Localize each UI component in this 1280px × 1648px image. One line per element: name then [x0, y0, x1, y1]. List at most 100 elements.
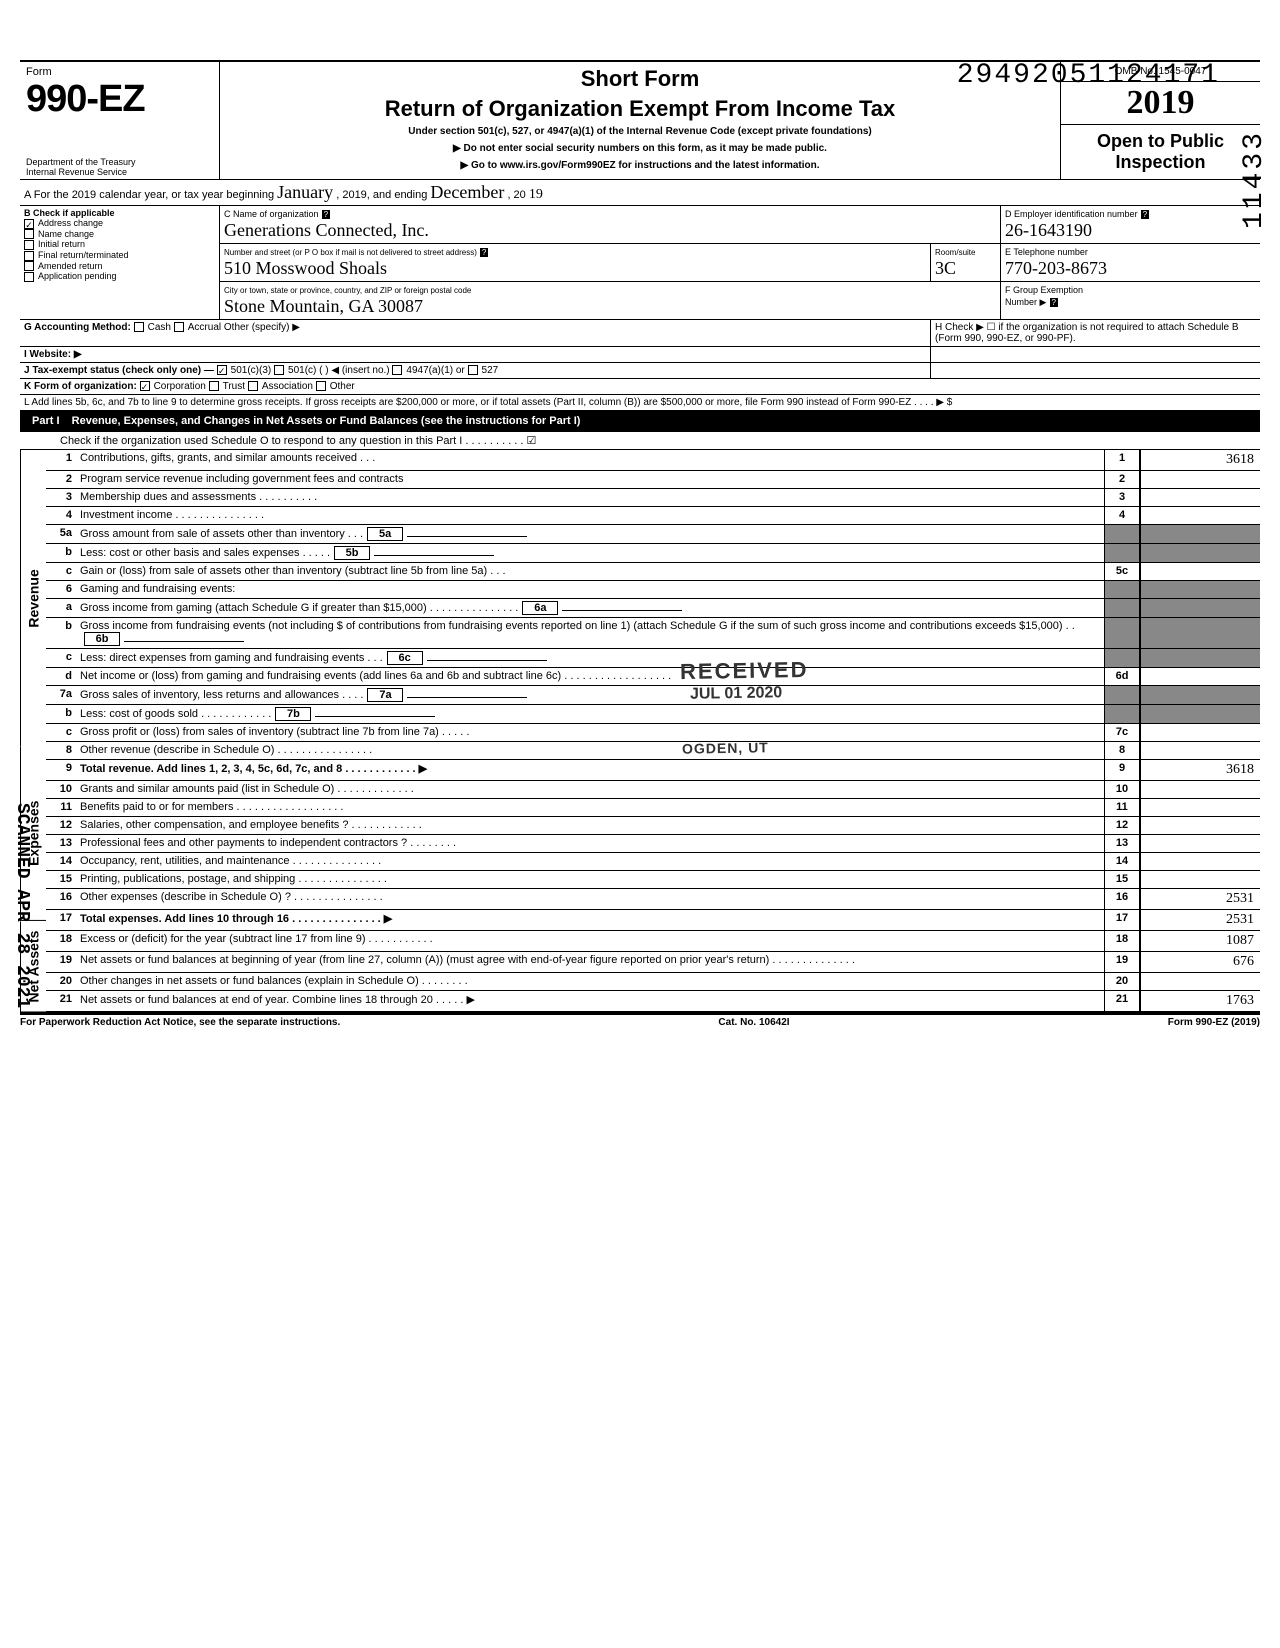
line-desc-20: Other changes in net assets or fund bala…	[76, 973, 1104, 990]
line-amt-20[interactable]	[1140, 973, 1260, 990]
line-amt-12[interactable]	[1140, 817, 1260, 834]
check-501c3[interactable]: ✓	[217, 365, 227, 375]
line-a-end-year[interactable]: 19	[529, 187, 543, 202]
line-amt-4[interactable]	[1140, 507, 1260, 524]
line-amt-3[interactable]	[1140, 489, 1260, 506]
line-num-2: 2	[46, 471, 76, 488]
line-desc-13: Professional fees and other payments to …	[76, 835, 1104, 852]
check-4947[interactable]	[392, 365, 402, 375]
line-amt-5c[interactable]	[1140, 563, 1260, 580]
form-number: 990-EZ	[26, 78, 213, 121]
line-a-begin[interactable]: January	[277, 182, 333, 202]
check-other[interactable]	[316, 381, 326, 391]
line-num-4: 4	[46, 507, 76, 524]
section-g-label: G Accounting Method:	[24, 322, 131, 333]
line-desc-c: Gain or (loss) from sale of assets other…	[76, 563, 1104, 580]
line-amt-18[interactable]: 1087	[1140, 931, 1260, 951]
section-f-sub: Number ▶	[1005, 297, 1046, 307]
inner-box-6b: 6b	[84, 632, 120, 646]
street-value[interactable]: 510 Mosswood Shoals	[224, 258, 387, 278]
section-c-name-label: C Name of organization	[224, 209, 319, 219]
check-application-pending[interactable]	[24, 272, 34, 282]
line-desc-10: Grants and similar amounts paid (list in…	[76, 781, 1104, 798]
inner-amt-5b[interactable]	[374, 555, 494, 556]
line-desc-16: Other expenses (describe in Schedule O) …	[76, 889, 1104, 909]
line-num-3: 3	[46, 489, 76, 506]
line-8: 8Other revenue (describe in Schedule O) …	[46, 742, 1260, 760]
line-amt-2[interactable]	[1140, 471, 1260, 488]
line-desc-b: Less: cost or other basis and sales expe…	[76, 544, 1104, 562]
check-trust[interactable]	[209, 381, 219, 391]
line-amt-16[interactable]: 2531	[1140, 889, 1260, 909]
inner-box-6a: 6a	[522, 601, 558, 615]
inner-amt-6a[interactable]	[562, 610, 682, 611]
line-desc-6: Gaming and fundraising events:	[76, 581, 1104, 598]
city-value[interactable]: Stone Mountain, GA 30087	[224, 296, 423, 316]
line-1: 1Contributions, gifts, grants, and simil…	[46, 450, 1260, 471]
line-desc-4: Investment income . . . . . . . . . . . …	[76, 507, 1104, 524]
line-num-14: 14	[46, 853, 76, 870]
check-name-change[interactable]	[24, 229, 34, 239]
check-address-change[interactable]: ✓	[24, 219, 34, 229]
line-amt-9[interactable]: 3618	[1140, 760, 1260, 780]
check-final-return-terminated[interactable]	[24, 251, 34, 261]
inner-box-6c: 6c	[387, 651, 423, 665]
line-num-19: 19	[46, 952, 76, 972]
line-amt-6d[interactable]	[1140, 668, 1260, 685]
check-cash[interactable]	[134, 322, 144, 332]
inner-amt-6c[interactable]	[427, 660, 547, 661]
line-box-18: 18	[1104, 931, 1140, 951]
line-a-end[interactable]: December	[430, 182, 504, 202]
line-desc-c: Gross profit or (loss) from sales of inv…	[76, 724, 1104, 741]
inner-amt-7b[interactable]	[315, 716, 435, 717]
section-k-label: K Form of organization:	[24, 381, 137, 392]
open-public-notice: Open to Public Inspection	[1061, 125, 1260, 179]
line-21: 21Net assets or fund balances at end of …	[46, 991, 1260, 1012]
inner-amt-5a[interactable]	[407, 536, 527, 537]
inner-amt-6b[interactable]	[124, 641, 244, 642]
check-corp[interactable]: ✓	[140, 381, 150, 391]
line-num-17: 17	[46, 910, 76, 930]
check-accrual[interactable]	[174, 322, 184, 332]
room-value[interactable]: 3C	[935, 258, 956, 278]
line-amt-13[interactable]	[1140, 835, 1260, 852]
check-initial-return[interactable]	[24, 240, 34, 250]
line-box-2: 2	[1104, 471, 1140, 488]
line-box-19: 19	[1104, 952, 1140, 972]
line-amt-21[interactable]: 1763	[1140, 991, 1260, 1011]
line-num-8: 8	[46, 742, 76, 759]
line-box-6d: 6d	[1104, 668, 1140, 685]
line-amt-19[interactable]: 676	[1140, 952, 1260, 972]
check-527[interactable]	[468, 365, 478, 375]
inner-amt-7a[interactable]	[407, 697, 527, 698]
line-amt-7c[interactable]	[1140, 724, 1260, 741]
line-amt-1[interactable]: 3618	[1140, 450, 1260, 470]
footer-right: Form 990-EZ (2019)	[1168, 1017, 1260, 1028]
line-amt-14[interactable]	[1140, 853, 1260, 870]
line-amt-10[interactable]	[1140, 781, 1260, 798]
no-ssn-notice: ▶ Do not enter social security numbers o…	[228, 143, 1052, 154]
phone-value[interactable]: 770-203-8673	[1005, 258, 1107, 278]
line-20: 20Other changes in net assets or fund ba…	[46, 973, 1260, 991]
line-15: 15Printing, publications, postage, and s…	[46, 871, 1260, 889]
line-desc-d: Net income or (loss) from gaming and fun…	[76, 668, 1104, 685]
row-j: J Tax-exempt status (check only one) — ✓…	[20, 363, 1260, 379]
line-num-c: c	[46, 563, 76, 580]
check-amended-return[interactable]	[24, 261, 34, 271]
line-amt-15[interactable]	[1140, 871, 1260, 888]
document-locator-number: 29492051124171	[957, 60, 1220, 91]
org-name[interactable]: Generations Connected, Inc.	[224, 220, 429, 240]
line-desc-15: Printing, publications, postage, and shi…	[76, 871, 1104, 888]
ein-value[interactable]: 26-1643190	[1005, 220, 1092, 240]
row-g-h: G Accounting Method: Cash Accrual Other …	[20, 320, 1260, 347]
line-amt-8[interactable]	[1140, 742, 1260, 759]
line-amt-17[interactable]: 2531	[1140, 910, 1260, 930]
line-desc-17: Total expenses. Add lines 10 through 16 …	[76, 910, 1104, 930]
check-assoc[interactable]	[248, 381, 258, 391]
line-b: bLess: cost of goods sold . . . . . . . …	[46, 705, 1260, 724]
check-501c[interactable]	[274, 365, 284, 375]
line-a-mid: , 2019, and ending	[336, 189, 427, 201]
line-num-10: 10	[46, 781, 76, 798]
line-amt-11[interactable]	[1140, 799, 1260, 816]
form-subtitle: Under section 501(c), 527, or 4947(a)(1)…	[228, 126, 1052, 137]
